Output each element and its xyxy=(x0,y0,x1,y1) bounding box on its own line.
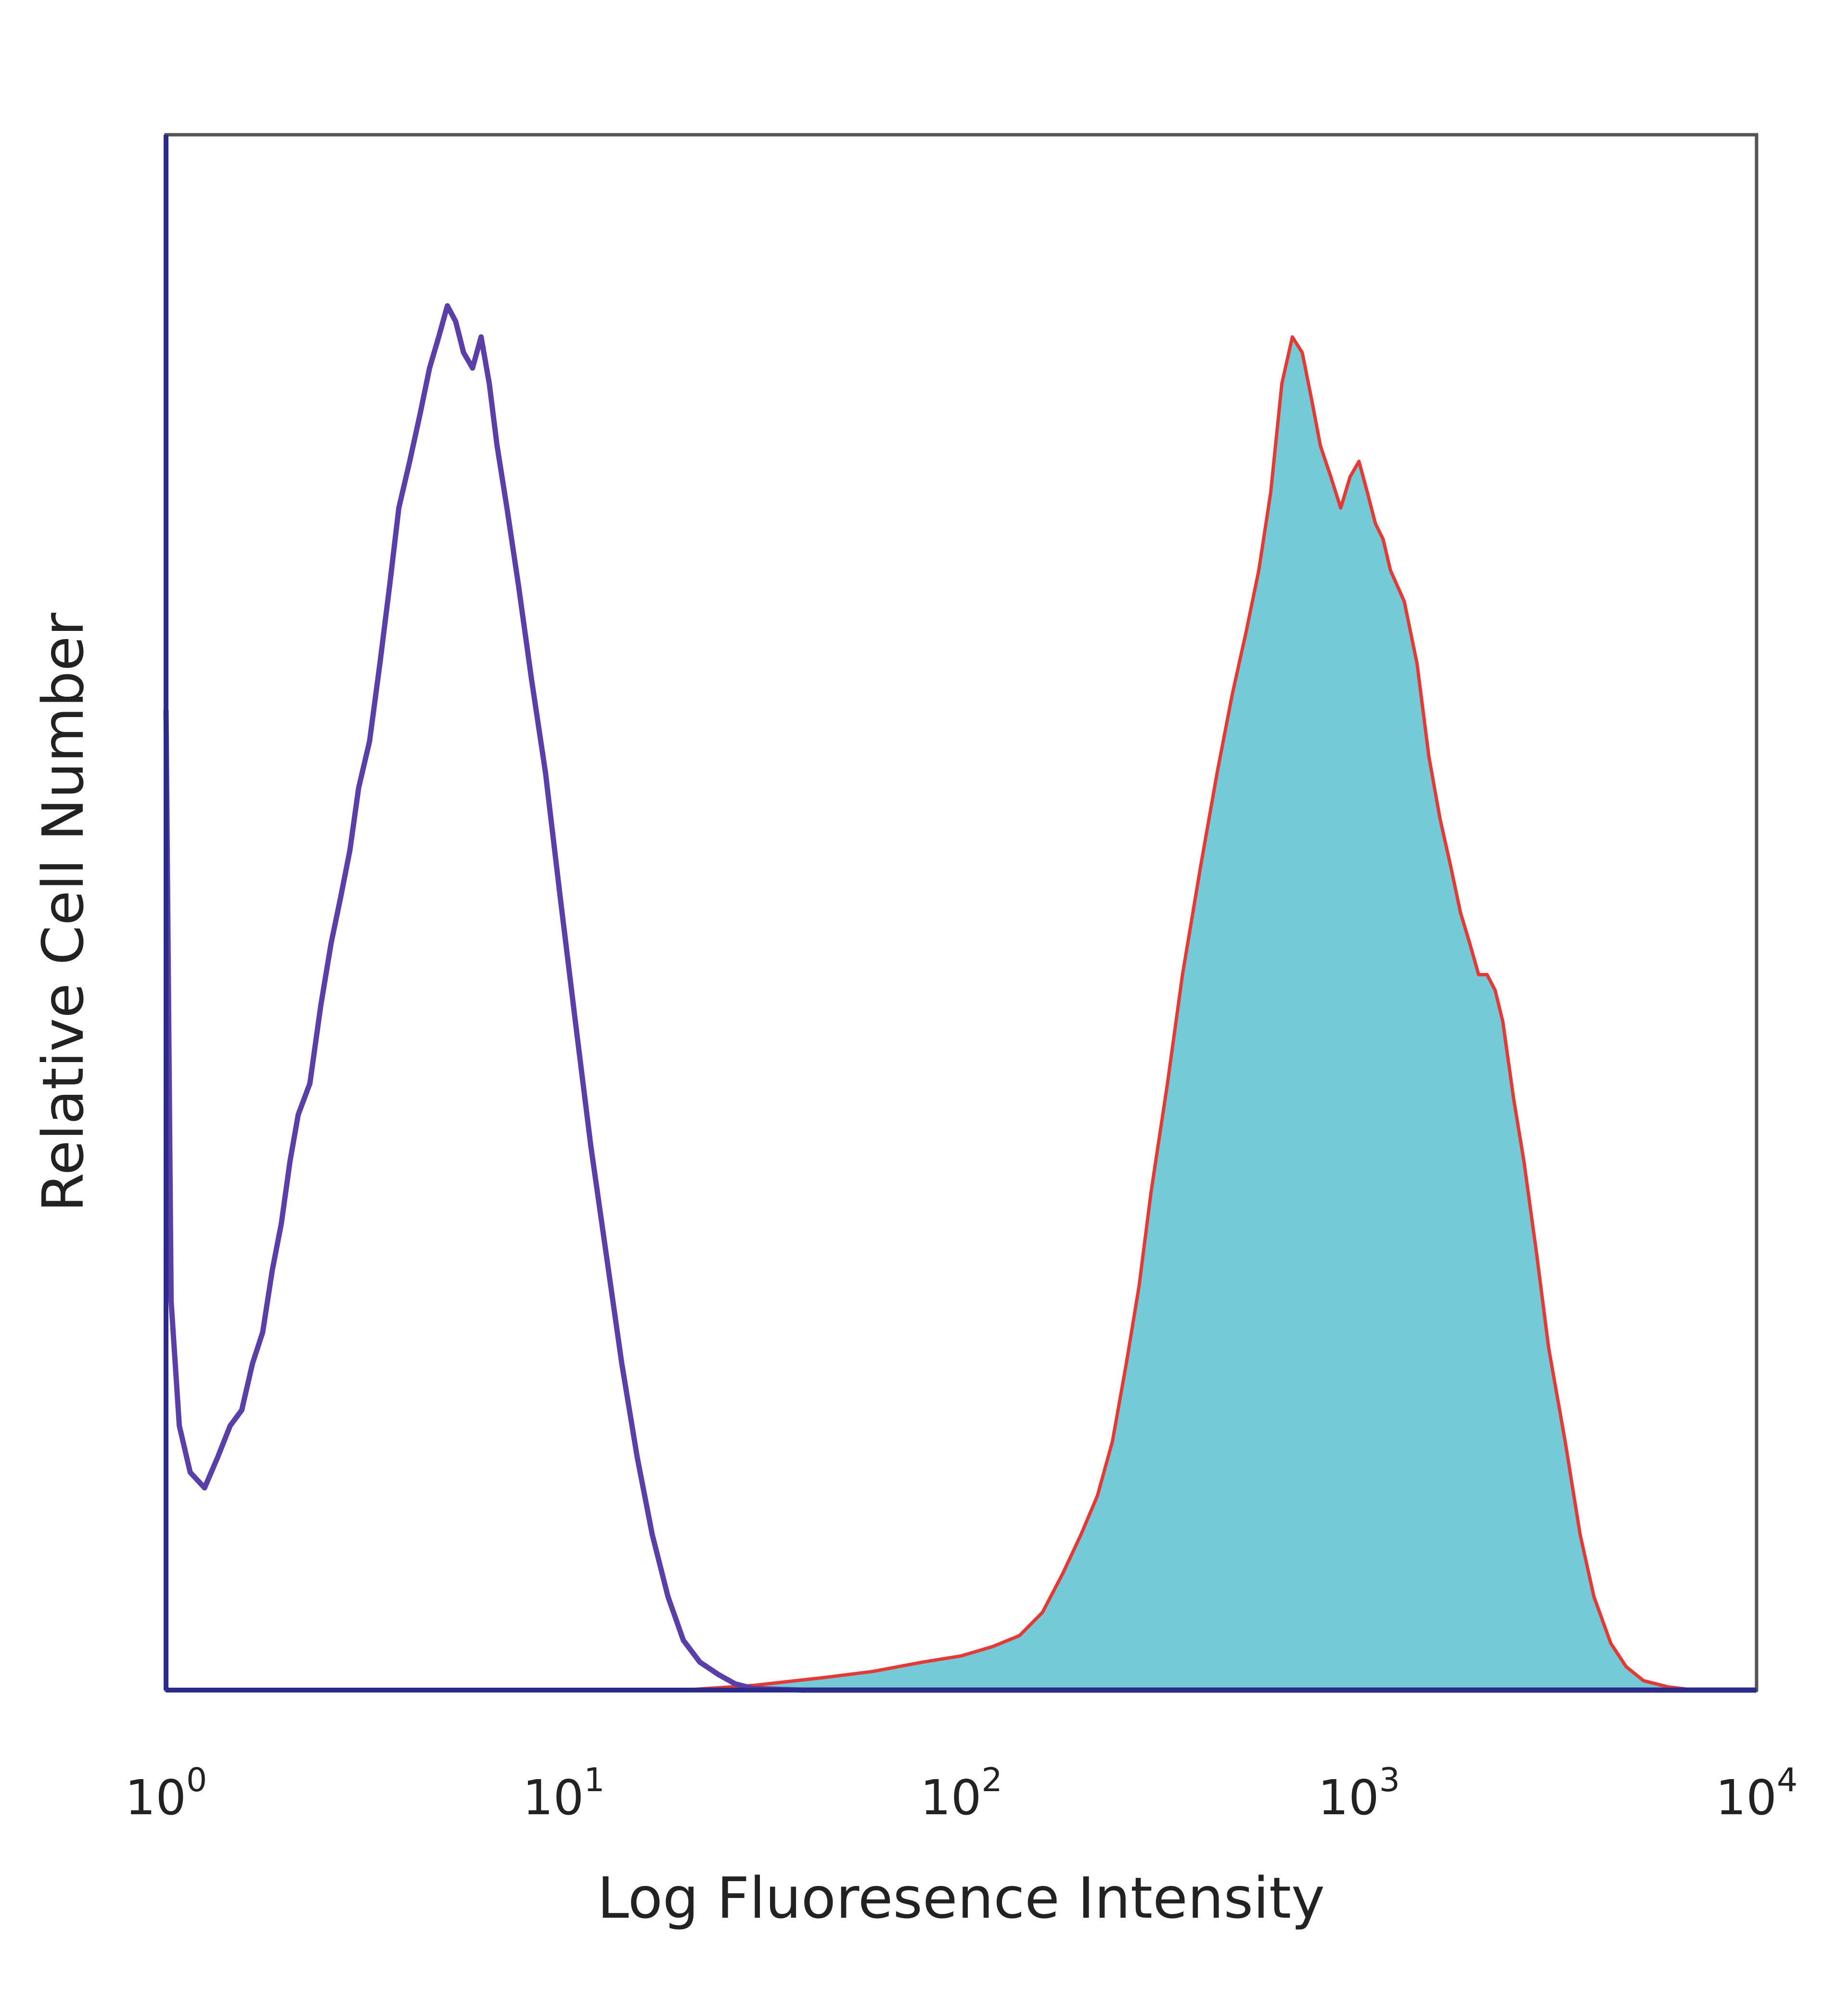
series-0-line xyxy=(163,303,1757,1693)
series-1-line xyxy=(166,335,1757,1692)
x-tick-label-3: 103 xyxy=(1318,1761,1400,1826)
series-layer xyxy=(163,303,1757,1693)
series-1-area xyxy=(166,337,1757,1691)
y-axis-label: Relative Cell Number xyxy=(30,613,96,1212)
x-axis-label: Log Fluoresence Intensity xyxy=(597,1865,1325,1931)
x-tick-labels: 100 101 102 103 104 xyxy=(125,1761,1798,1826)
x-tick-label-0: 100 xyxy=(125,1761,207,1826)
x-tick-label-4: 104 xyxy=(1716,1761,1798,1826)
x-tick-label-1: 101 xyxy=(523,1761,605,1826)
x-tick-label-2: 102 xyxy=(920,1761,1002,1826)
